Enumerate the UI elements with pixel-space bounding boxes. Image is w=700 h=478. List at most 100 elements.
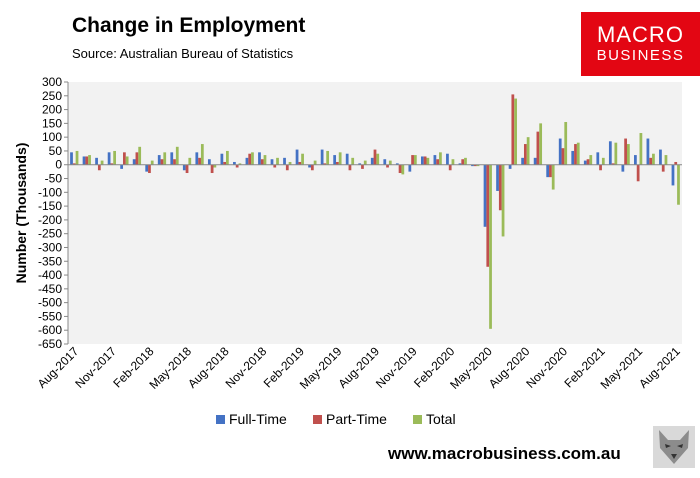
chart-subtitle: Source: Australian Bureau of Statistics <box>72 46 294 61</box>
bar-part-time-sep-2019 <box>386 164 389 168</box>
bar-part-time-jul-2018 <box>210 164 214 174</box>
bar-full-time-nov-2017 <box>107 152 111 165</box>
bar-total-sep-2020 <box>539 123 543 165</box>
bar-part-time-dec-2019 <box>423 156 427 165</box>
logo-line-2: BUSINESS <box>596 47 685 64</box>
y-tick-label: -450 <box>38 282 62 296</box>
bar-part-time-jan-2020 <box>436 159 440 165</box>
bar-total-nov-2017 <box>113 150 116 165</box>
y-tick-label: 300 <box>42 75 62 89</box>
bar-full-time-nov-2020 <box>558 138 562 165</box>
bar-part-time-dec-2017 <box>123 152 126 165</box>
bar-total-oct-2019 <box>401 164 405 175</box>
bar-full-time-sep-2017 <box>82 156 86 165</box>
bar-total-jan-2018 <box>138 146 142 165</box>
bar-full-time-sep-2019 <box>383 159 387 165</box>
bar-total-dec-2018 <box>276 157 279 165</box>
bar-part-time-jul-2021 <box>661 164 665 172</box>
legend-label-total: Total <box>426 411 456 427</box>
y-tick-label: -350 <box>38 254 62 268</box>
bar-part-time-jan-2021 <box>586 159 590 165</box>
y-axis-label: Number (Thousands) <box>13 143 29 284</box>
bar-total-jul-2018 <box>213 164 217 168</box>
y-ticks-group: 300250200150100500-50-100-150-200-250-30… <box>38 75 68 351</box>
bar-full-time-jul-2018 <box>207 159 211 165</box>
legend-label-full-time: Full-Time <box>229 411 287 427</box>
bar-full-time-mar-2019 <box>308 164 311 168</box>
bar-part-time-oct-2020 <box>549 164 552 178</box>
bar-part-time-feb-2020 <box>448 164 452 171</box>
y-tick-label: 100 <box>42 130 62 144</box>
bar-full-time-may-2018 <box>182 164 186 171</box>
y-tick-label: 200 <box>42 103 62 117</box>
bar-total-may-2021 <box>639 133 643 165</box>
y-tick-label: -400 <box>38 268 62 282</box>
bar-part-time-jul-2020 <box>511 94 515 165</box>
logo-line-1: MACRO <box>597 22 684 47</box>
bar-part-time-sep-2018 <box>235 164 239 168</box>
bar-total-aug-2020 <box>526 137 530 165</box>
bar-part-time-jul-2019 <box>361 164 364 169</box>
bar-total-oct-2017 <box>100 160 104 165</box>
bar-full-time-jan-2020 <box>433 155 437 165</box>
y-tick-label: -650 <box>38 337 62 351</box>
footer-url: www.macrobusiness.com.au <box>388 444 621 463</box>
bar-full-time-aug-2017 <box>70 152 73 165</box>
bar-total-feb-2019 <box>301 153 304 165</box>
bar-full-time-aug-2018 <box>220 153 224 165</box>
bar-total-jun-2021 <box>652 153 655 165</box>
bar-part-time-may-2020 <box>486 164 490 267</box>
bar-total-aug-2019 <box>376 153 380 165</box>
bar-part-time-jan-2019 <box>285 164 289 171</box>
bar-part-time-mar-2020 <box>461 159 465 165</box>
bar-total-oct-2018 <box>251 152 254 165</box>
bar-part-time-jun-2021 <box>649 157 653 165</box>
bar-total-may-2020 <box>489 164 492 329</box>
legend-swatch-full-time <box>216 415 225 424</box>
bar-full-time-apr-2018 <box>170 152 174 165</box>
bar-full-time-jun-2021 <box>646 138 650 165</box>
bar-total-may-2019 <box>338 152 342 165</box>
macrobusiness-logo: MACRO BUSINESS <box>581 12 700 76</box>
x-tick-label: Aug-2021 <box>636 344 683 391</box>
bar-part-time-oct-2018 <box>248 153 252 165</box>
bar-part-time-mar-2019 <box>310 164 314 171</box>
bar-full-time-may-2020 <box>483 164 487 227</box>
bar-total-mar-2019 <box>313 160 317 165</box>
bar-part-time-nov-2018 <box>260 159 264 165</box>
x-tick-label: Nov-2019 <box>373 344 420 391</box>
bar-part-time-jun-2018 <box>198 157 201 165</box>
bar-total-feb-2020 <box>451 159 455 165</box>
x-tick-label: May-2018 <box>147 344 195 392</box>
bar-full-time-dec-2017 <box>120 164 124 169</box>
bar-total-oct-2020 <box>551 164 555 190</box>
bar-total-nov-2019 <box>413 155 417 165</box>
bars-group <box>70 94 680 329</box>
bar-full-time-apr-2020 <box>471 164 474 167</box>
bar-part-time-jan-2018 <box>135 152 139 165</box>
y-tick-label: -150 <box>38 199 62 213</box>
bar-total-apr-2021 <box>626 144 630 165</box>
bar-part-time-nov-2019 <box>411 155 414 165</box>
bar-part-time-aug-2021 <box>674 161 678 165</box>
x-tick-label: Nov-2018 <box>223 344 270 391</box>
bar-part-time-aug-2020 <box>523 144 527 165</box>
bar-total-jan-2019 <box>288 161 292 165</box>
bar-part-time-may-2018 <box>185 164 189 174</box>
bar-total-jan-2020 <box>439 152 442 165</box>
bar-full-time-jul-2021 <box>659 149 662 165</box>
y-tick-label: 50 <box>49 144 63 158</box>
bar-part-time-feb-2021 <box>599 164 602 171</box>
y-tick-label: -300 <box>38 240 62 254</box>
bar-total-dec-2017 <box>125 156 129 165</box>
wolf-icon <box>653 426 695 468</box>
x-tick-label: Nov-2020 <box>523 344 570 391</box>
bar-total-feb-2021 <box>601 157 605 165</box>
bar-part-time-apr-2018 <box>173 159 176 165</box>
bar-full-time-mar-2021 <box>608 141 612 165</box>
bar-total-sep-2019 <box>388 160 392 165</box>
bar-part-time-mar-2018 <box>160 159 164 165</box>
bar-part-time-jun-2020 <box>498 164 502 211</box>
bar-full-time-feb-2020 <box>446 153 449 165</box>
bar-full-time-mar-2018 <box>157 155 161 165</box>
